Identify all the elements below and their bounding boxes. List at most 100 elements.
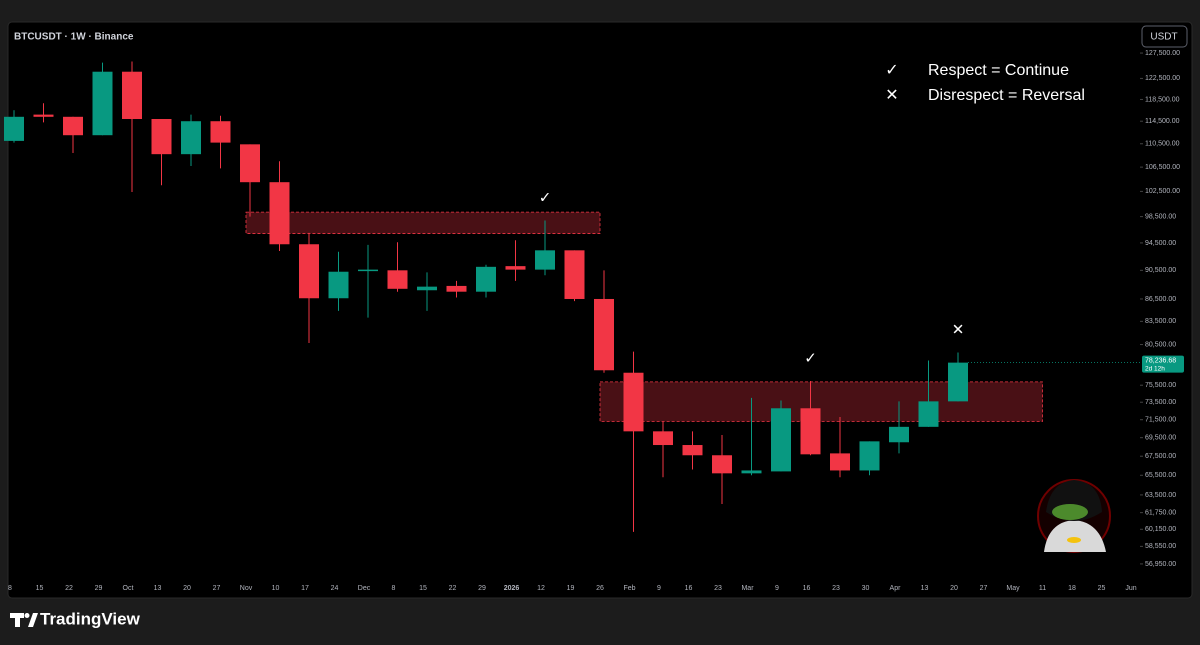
y-tick-label: 118,500.00	[1145, 96, 1180, 103]
x-tick-label: 15	[419, 585, 427, 592]
x-tick-label: 26	[596, 585, 604, 592]
brand-logo	[10, 613, 38, 627]
currency-button[interactable]	[1141, 25, 1188, 48]
y-tick-label: 65,500.00	[1145, 472, 1176, 479]
candle-body	[712, 455, 732, 474]
x-tick-label: 20	[950, 585, 958, 592]
x-tick-label: Mar	[741, 585, 754, 592]
candle-body	[830, 453, 850, 471]
x-tick-label: 27	[980, 585, 988, 592]
countdown-label: 2d 12h	[1145, 365, 1165, 372]
candle-body	[653, 431, 673, 446]
y-tick-label: 56,950.00	[1145, 561, 1176, 568]
currency-label[interactable]: USDT	[1150, 32, 1177, 43]
legend-symbol: ✕	[885, 87, 898, 104]
x-tick-label: Dec	[358, 585, 371, 592]
legend-text: Respect = Continue	[928, 62, 1069, 79]
x-tick-label: Feb	[623, 585, 635, 592]
candle-body	[240, 144, 260, 183]
x-tick-label: 20	[183, 585, 191, 592]
x-tick-label: 11	[1039, 585, 1046, 592]
marker: ✓	[804, 350, 817, 367]
y-tick-label: 98,500.00	[1145, 213, 1176, 220]
candle-body	[63, 116, 83, 136]
x-tick-label: 13	[154, 585, 162, 592]
x-tick-label: Apr	[890, 585, 902, 592]
y-tick-label: 90,500.00	[1145, 267, 1176, 274]
x-tick-label: 2026	[504, 585, 520, 592]
x-tick-label: 24	[331, 585, 339, 592]
candle-body	[299, 244, 319, 299]
y-tick-label: 61,750.00	[1145, 509, 1176, 516]
x-tick-label: 29	[478, 585, 486, 592]
candle-body	[623, 372, 644, 432]
y-tick-label: 67,500.00	[1145, 453, 1176, 460]
candle-body	[505, 266, 526, 270]
candle-body	[446, 285, 467, 292]
y-tick-label: 73,500.00	[1145, 399, 1176, 406]
x-tick-label: 9	[657, 585, 661, 592]
candle-body	[948, 362, 968, 402]
y-tick-label: 114,500.00	[1145, 118, 1180, 125]
marker: ✓	[539, 189, 552, 206]
x-tick-label: 22	[65, 585, 73, 592]
x-tick-label: 18	[1068, 585, 1076, 592]
candle-body	[889, 426, 909, 443]
x-tick-label: 25	[1098, 585, 1106, 592]
candle-body	[33, 114, 54, 117]
candle-body	[564, 250, 585, 299]
candle-body	[859, 441, 880, 471]
x-tick-label: May	[1006, 585, 1020, 592]
y-tick-label: 86,500.00	[1145, 296, 1176, 303]
legend-text: Disrespect = Reversal	[928, 87, 1085, 104]
candle-body	[771, 408, 791, 472]
x-tick-label: Nov	[240, 585, 253, 592]
candle-body	[594, 298, 614, 371]
y-tick-label: 69,500.00	[1145, 435, 1176, 442]
x-tick-label: 23	[832, 585, 840, 592]
candle-body	[210, 121, 231, 143]
x-tick-label: Jun	[1125, 585, 1136, 592]
y-tick-label: 106,500.00	[1145, 164, 1180, 171]
x-tick-label: 16	[803, 585, 811, 592]
legend-symbol: ✓	[885, 62, 898, 79]
x-tick-label: 27	[213, 585, 221, 592]
y-tick-label: 110,500.00	[1145, 141, 1180, 148]
chart-title: BTCUSDT · 1W · Binance	[14, 32, 134, 43]
candle-body	[269, 182, 290, 245]
y-tick-label: 63,500.00	[1145, 492, 1176, 499]
candle-body	[741, 470, 762, 474]
candle-body	[328, 271, 349, 299]
candle-body	[800, 408, 821, 455]
x-tick-label: 13	[921, 585, 929, 592]
x-tick-label: 16	[685, 585, 693, 592]
brand: TradingView	[40, 609, 141, 628]
candle-body	[151, 119, 172, 155]
x-tick-label: 19	[567, 585, 575, 592]
x-tick-label: Oct	[123, 585, 134, 592]
candle-body	[387, 270, 408, 289]
y-tick-label: 83,500.00	[1145, 318, 1176, 325]
candle-body	[122, 71, 142, 120]
candle-body	[918, 401, 939, 427]
candle-body	[181, 121, 201, 155]
y-tick-label: 122,500.00	[1145, 75, 1180, 82]
y-tick-label: 60,150.00	[1145, 526, 1176, 533]
candle-body	[535, 250, 555, 270]
y-tick-label: 94,500.00	[1145, 240, 1176, 247]
last-price-label: 78,236.68	[1145, 357, 1176, 364]
candle-body	[417, 286, 437, 291]
avatar	[1037, 479, 1111, 553]
x-tick-label: 9	[775, 585, 779, 592]
x-tick-label: 22	[449, 585, 457, 592]
x-tick-label: 23	[714, 585, 722, 592]
y-tick-label: 80,500.00	[1145, 341, 1176, 348]
y-tick-label: 58,550.00	[1145, 543, 1176, 550]
y-tick-label: 75,500.00	[1145, 382, 1176, 389]
candle-body	[358, 269, 378, 272]
zone	[245, 211, 601, 234]
x-tick-label: 15	[36, 585, 44, 592]
x-tick-label: 10	[272, 585, 280, 592]
